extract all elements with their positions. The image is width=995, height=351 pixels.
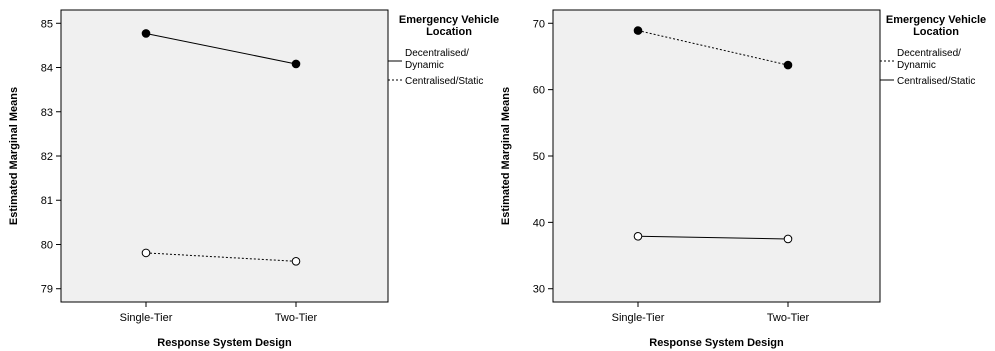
- legend-title: Location: [913, 26, 959, 38]
- data-point-s1-2: [291, 59, 301, 69]
- data-point-s1-1: [141, 29, 151, 38]
- data-point-s1-1: [633, 26, 643, 35]
- legend-item-label: Decentralised/: [897, 48, 961, 59]
- series-line-1: [637, 30, 789, 66]
- y-tick-label: 60: [533, 85, 545, 97]
- data-point-s1-2: [783, 60, 793, 70]
- x-tick-label: Two-Tier: [767, 312, 810, 324]
- legend-item-label: Dynamic: [405, 60, 444, 71]
- y-tick-label: 30: [533, 284, 545, 296]
- y-tick-label: 81: [41, 195, 53, 207]
- legend-item-label: Centralised/Static: [405, 76, 483, 87]
- data-point-s2-2: [783, 234, 793, 244]
- x-tick-label: Single-Tier: [612, 312, 665, 324]
- y-tick-label: 83: [41, 107, 53, 119]
- chart-panel-2: 30 40 50 60 70 Single-Tier Two-Tier Response Sy…: [500, 9, 986, 349]
- y-tick-label: 79: [41, 284, 53, 296]
- series-line-2: [145, 252, 297, 262]
- data-point-s2-2: [291, 256, 301, 266]
- y-tick-label: 84: [41, 63, 53, 75]
- series-line-1: [145, 32, 297, 65]
- series-line-2: [637, 235, 789, 240]
- legend-title: Emergency Vehicle: [886, 14, 986, 26]
- x-axis-title: Response System Design: [157, 337, 292, 349]
- y-tick-label: 82: [41, 151, 53, 163]
- y-tick-label: 50: [533, 151, 545, 163]
- legend-item-label: Centralised/Static: [897, 76, 975, 87]
- y-axis-title: Estimated Marginal Means: [8, 87, 20, 225]
- chart-panel-1: 79 80 81 82 83 84 85 Single-Tier Two-Tier Respons…: [8, 9, 499, 349]
- y-axis-title: Estimated Marginal Means: [500, 87, 512, 225]
- x-tick-label: Single-Tier: [120, 312, 173, 324]
- plot-area: [552, 9, 881, 303]
- x-tick-label: Two-Tier: [275, 312, 318, 324]
- legend-title: Emergency Vehicle: [399, 14, 499, 26]
- x-axis-title: Response System Design: [649, 337, 784, 349]
- legend-item-label: Dynamic: [897, 60, 936, 71]
- legend-title: Location: [426, 26, 472, 38]
- data-point-s2-1: [633, 232, 643, 241]
- y-tick-label: 80: [41, 239, 53, 251]
- y-tick-label: 40: [533, 217, 545, 229]
- plot-area: [60, 9, 389, 303]
- y-tick-label: 85: [41, 18, 53, 30]
- legend-item-label: Decentralised/: [405, 48, 469, 59]
- y-tick-label: 70: [533, 18, 545, 30]
- data-point-s2-1: [141, 248, 151, 258]
